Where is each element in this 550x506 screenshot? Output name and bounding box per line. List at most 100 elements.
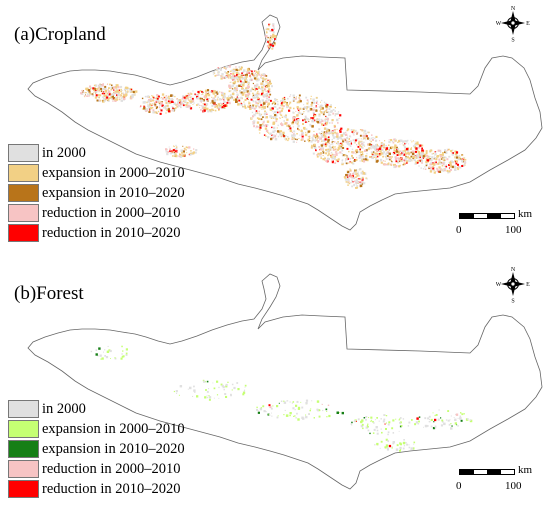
land-pixel — [262, 89, 264, 92]
land-pixel — [80, 92, 83, 95]
land-pixel — [264, 85, 267, 88]
land-pixel — [256, 88, 259, 90]
land-pixel — [373, 147, 377, 150]
land-pixel — [120, 90, 122, 93]
land-pixel — [274, 116, 277, 118]
land-pixel — [269, 38, 271, 40]
land-pixel — [417, 159, 419, 162]
land-pixel — [100, 90, 103, 92]
land-pixel — [165, 97, 168, 100]
land-pixel — [457, 166, 460, 168]
land-pixel — [460, 419, 463, 422]
land-pixel — [182, 150, 185, 153]
land-pixel — [457, 163, 459, 166]
land-pixel — [310, 106, 312, 108]
land-pixel — [418, 420, 420, 423]
land-pixel — [461, 413, 464, 416]
land-pixel — [243, 77, 246, 80]
land-pixel — [398, 160, 399, 162]
land-pixel — [156, 112, 158, 114]
land-pixel — [189, 152, 192, 155]
land-pixel — [313, 417, 315, 419]
land-pixel — [385, 422, 387, 424]
land-pixel — [296, 133, 298, 135]
land-pixel — [463, 161, 466, 164]
land-pixel — [384, 423, 386, 425]
land-pixel — [439, 162, 442, 165]
land-pixel — [348, 182, 351, 185]
land-pixel — [362, 155, 364, 158]
land-pixel — [220, 383, 223, 386]
legend-label: expansion in 2010–2020 — [42, 440, 185, 457]
land-pixel — [95, 92, 97, 94]
land-pixel — [358, 155, 361, 157]
land-pixel — [251, 111, 254, 114]
land-pixel — [359, 184, 363, 188]
land-pixel — [286, 102, 288, 104]
land-pixel — [268, 99, 270, 102]
land-pixel — [421, 144, 424, 147]
land-pixel — [327, 148, 330, 151]
land-pixel — [238, 69, 240, 72]
land-pixel — [257, 78, 260, 81]
land-pixel — [182, 99, 184, 101]
land-pixel — [432, 162, 434, 164]
land-pixel — [391, 427, 394, 430]
land-pixel — [239, 76, 242, 79]
land-pixel — [326, 108, 328, 111]
land-pixel — [322, 151, 325, 154]
land-pixel — [277, 100, 279, 103]
land-pixel — [342, 147, 345, 149]
land-pixel — [223, 104, 225, 106]
legend-label: reduction in 2000–2010 — [42, 204, 181, 221]
land-pixel — [399, 449, 401, 452]
legend-item-reduction-2000-2010: reduction in 2000–2010 — [8, 459, 185, 479]
land-pixel — [436, 158, 438, 160]
land-pixel — [265, 411, 267, 413]
land-pixel — [177, 98, 179, 100]
land-pixel — [324, 157, 326, 160]
land-pixel — [324, 156, 326, 158]
land-pixel — [394, 144, 397, 147]
land-pixel — [359, 154, 362, 157]
scale-bar: km 0 100 — [455, 464, 540, 496]
land-pixel — [246, 97, 248, 100]
land-pixel — [365, 149, 368, 152]
land-pixel — [244, 384, 247, 387]
scale-bar-graphic — [459, 469, 515, 475]
land-pixel — [271, 415, 273, 417]
land-pixel — [441, 153, 444, 156]
land-pixel — [222, 386, 225, 389]
land-pixel — [405, 442, 407, 444]
land-pixel — [328, 145, 331, 148]
land-pixel — [203, 109, 206, 112]
land-pixel — [435, 170, 437, 172]
land-pixel — [220, 76, 222, 78]
land-pixel — [230, 70, 232, 73]
land-pixel — [443, 169, 446, 172]
land-pixel — [311, 103, 313, 105]
land-pixel — [121, 89, 123, 92]
legend-label: reduction in 2010–2020 — [42, 480, 181, 497]
land-pixel — [180, 106, 182, 109]
land-pixel — [370, 151, 373, 154]
land-pixel — [469, 419, 472, 421]
land-pixel — [310, 117, 312, 119]
land-pixel — [94, 96, 97, 99]
land-pixel — [430, 161, 433, 164]
land-pixel — [267, 28, 270, 31]
land-pixel — [363, 137, 365, 139]
land-pixel — [120, 88, 122, 91]
land-pixel — [280, 110, 282, 112]
land-pixel — [228, 90, 231, 93]
land-pixel — [331, 146, 333, 148]
land-pixel — [295, 96, 297, 98]
land-pixel — [271, 85, 273, 88]
land-pixel — [260, 118, 263, 121]
land-pixel — [233, 81, 237, 84]
land-pixel — [413, 146, 414, 148]
land-pixel — [181, 98, 183, 100]
land-pixel — [341, 154, 344, 157]
land-pixel — [162, 106, 166, 109]
land-pixel — [132, 90, 135, 93]
